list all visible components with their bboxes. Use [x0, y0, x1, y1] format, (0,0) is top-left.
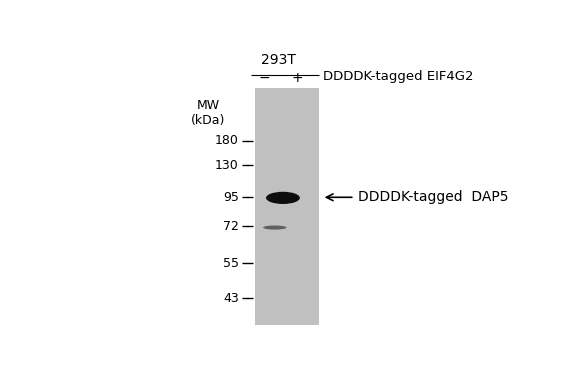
Text: −: − — [258, 71, 270, 85]
Text: 95: 95 — [223, 191, 239, 204]
Text: 180: 180 — [215, 134, 239, 147]
Ellipse shape — [263, 226, 286, 229]
Text: DDDDK-tagged EIF4G2: DDDDK-tagged EIF4G2 — [323, 70, 474, 83]
Text: +: + — [291, 71, 303, 85]
Bar — [255, 88, 318, 325]
Text: DDDDK-tagged  DAP5: DDDDK-tagged DAP5 — [358, 190, 508, 204]
Ellipse shape — [266, 192, 300, 204]
Text: MW
(kDa): MW (kDa) — [191, 99, 225, 127]
Text: 130: 130 — [215, 159, 239, 172]
Text: 55: 55 — [223, 257, 239, 270]
Text: 293T: 293T — [261, 53, 296, 67]
Text: 43: 43 — [223, 291, 239, 305]
Text: 72: 72 — [223, 220, 239, 233]
